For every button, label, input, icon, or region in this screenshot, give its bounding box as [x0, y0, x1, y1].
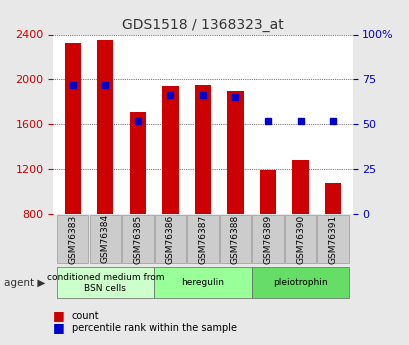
Text: GSM76384: GSM76384 [101, 214, 110, 264]
FancyBboxPatch shape [219, 215, 250, 263]
Bar [129, 112, 146, 214]
FancyBboxPatch shape [56, 267, 154, 298]
Bar [227, 90, 243, 214]
Text: GSM76389: GSM76389 [263, 214, 272, 264]
Title: GDS1518 / 1368323_at: GDS1518 / 1368323_at [122, 18, 283, 32]
Text: GSM76386: GSM76386 [166, 214, 175, 264]
Text: conditioned medium from
BSN cells: conditioned medium from BSN cells [47, 273, 164, 293]
FancyBboxPatch shape [57, 215, 88, 263]
FancyBboxPatch shape [252, 215, 283, 263]
Bar [65, 43, 81, 214]
Bar [162, 86, 178, 214]
FancyBboxPatch shape [284, 215, 315, 263]
FancyBboxPatch shape [317, 215, 348, 263]
Text: GSM76383: GSM76383 [68, 214, 77, 264]
Text: GSM76390: GSM76390 [295, 214, 304, 264]
FancyBboxPatch shape [251, 267, 348, 298]
FancyBboxPatch shape [187, 215, 218, 263]
Text: heregulin: heregulin [181, 278, 224, 287]
FancyBboxPatch shape [154, 267, 251, 298]
Bar [97, 40, 113, 214]
Text: ■: ■ [53, 321, 65, 334]
FancyBboxPatch shape [90, 215, 121, 263]
FancyBboxPatch shape [155, 215, 186, 263]
Text: count: count [72, 311, 99, 321]
Text: GSM76387: GSM76387 [198, 214, 207, 264]
Text: pleiotrophin: pleiotrophin [272, 278, 327, 287]
Text: agent ▶: agent ▶ [4, 278, 45, 288]
Text: ■: ■ [53, 309, 65, 322]
Bar [259, 170, 276, 214]
Text: GSM76385: GSM76385 [133, 214, 142, 264]
Text: GSM76388: GSM76388 [230, 214, 239, 264]
FancyBboxPatch shape [122, 215, 153, 263]
Bar [324, 183, 340, 214]
Text: GSM76391: GSM76391 [328, 214, 337, 264]
Bar [292, 159, 308, 214]
Bar [194, 85, 211, 214]
Text: percentile rank within the sample: percentile rank within the sample [72, 323, 236, 333]
